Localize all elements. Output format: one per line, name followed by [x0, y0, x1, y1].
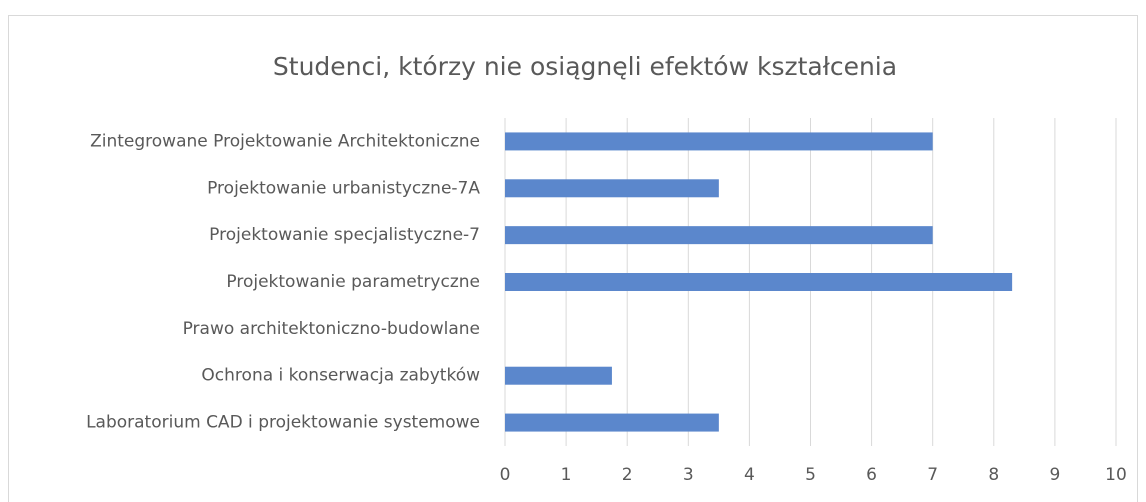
x-tick-label: 2	[622, 465, 633, 485]
x-tick-label: 6	[866, 465, 877, 485]
bar	[505, 226, 933, 245]
x-tick-label: 10	[1105, 465, 1127, 485]
x-tick-label: 7	[927, 465, 938, 485]
bar	[505, 132, 933, 151]
y-tick-label: Projektowanie specjalistyczne-7	[209, 225, 480, 245]
y-tick-label: Laboratorium CAD i projektowanie systemo…	[86, 413, 480, 433]
y-tick-label: Zintegrowane Projektowanie Architektonic…	[90, 131, 480, 151]
y-tick-label: Projektowanie parametryczne	[226, 272, 480, 292]
x-tick-label: 9	[1049, 465, 1060, 485]
y-tick-label: Projektowanie urbanistyczne-7A	[207, 178, 480, 198]
x-tick-label: 3	[683, 465, 694, 485]
x-tick-label: 8	[988, 465, 999, 485]
y-tick-label: Prawo architektoniczno-budowlane	[183, 319, 480, 339]
bar	[505, 366, 612, 385]
y-tick-label: Ochrona i konserwacja zabytków	[201, 366, 480, 386]
x-tick-label: 1	[561, 465, 572, 485]
bar	[505, 273, 1013, 291]
bar	[505, 413, 719, 432]
x-tick-label: 0	[500, 465, 511, 485]
chart-title: Studenci, którzy nie osiągnęli efektów k…	[273, 52, 897, 81]
x-tick-label: 5	[805, 465, 816, 485]
x-tick-label: 4	[744, 465, 755, 485]
bar	[505, 179, 719, 198]
